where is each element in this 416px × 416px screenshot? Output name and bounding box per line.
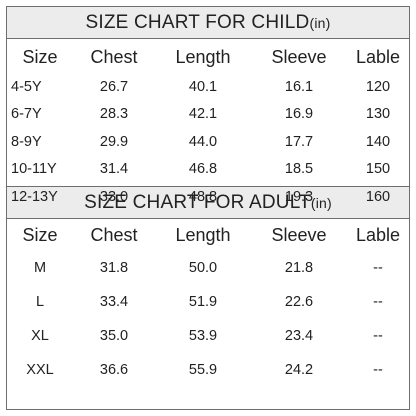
child-cell-sleeve: 16.9 <box>284 106 314 123</box>
child-header-lable: Lable <box>355 46 401 67</box>
child-cell-lable: 120 <box>365 78 391 95</box>
child-cell-chest: 28.3 <box>99 106 129 123</box>
adult-chart-title: SIZE CHART FOR ADULT (in) <box>7 187 409 219</box>
child-cell-chest: 26.7 <box>99 78 129 95</box>
child-cell-size: 4-5Y <box>11 78 42 95</box>
adult-cell-size: XXL <box>26 362 54 378</box>
adult-title-unit: (in) <box>310 194 332 211</box>
adult-cell-sleeve: 21.8 <box>284 260 314 276</box>
adult-cell-lable: -- <box>373 328 383 344</box>
adult-cell-lable: -- <box>373 294 383 310</box>
table-row: L 33.4 51.9 22.6 -- <box>7 285 409 319</box>
child-header-chest: Chest <box>90 46 138 67</box>
adult-title-text: SIZE CHART FOR ADULT <box>84 191 311 213</box>
adult-cell-sleeve: 24.2 <box>284 362 314 378</box>
child-cell-sleeve: 18.5 <box>284 161 314 178</box>
adult-cell-chest: 33.4 <box>99 294 129 310</box>
adult-cell-length: 50.0 <box>188 260 218 276</box>
child-cell-lable: 130 <box>365 106 391 123</box>
adult-cell-chest: 35.0 <box>99 328 129 344</box>
adult-cell-size: M <box>33 260 47 276</box>
child-title-unit: (in) <box>309 14 331 31</box>
child-cell-size: 12-13Y <box>11 188 58 205</box>
child-cell-length: 40.1 <box>188 78 218 95</box>
child-cell-size: 8-9Y <box>11 133 42 150</box>
adult-cell-chest: 31.8 <box>99 260 129 276</box>
adult-cell-sleeve: 22.6 <box>284 294 314 310</box>
child-cell-length: 46.8 <box>188 161 218 178</box>
child-chart-title: SIZE CHART FOR CHILD (in) <box>7 7 409 39</box>
table-row: 10-11Y 31.4 46.8 18.5 150 <box>7 156 409 184</box>
child-cell-chest: 31.4 <box>99 161 129 178</box>
child-title-text: SIZE CHART FOR CHILD <box>85 11 310 33</box>
child-cell-length: 44.0 <box>188 133 218 150</box>
table-row: 12-13Y 33.0 48.8 19.3 160 <box>7 183 409 211</box>
child-header-row: Size Chest Length Sleeve Lable <box>7 41 409 73</box>
child-header-sleeve: Sleeve <box>271 46 327 67</box>
child-cell-sleeve: 19.3 <box>284 188 314 205</box>
child-cell-length: 48.8 <box>188 188 218 205</box>
adult-header-lable: Lable <box>355 224 401 245</box>
table-row: 4-5Y 26.7 40.1 16.1 120 <box>7 73 409 101</box>
child-cell-lable: 160 <box>365 188 391 205</box>
table-row: 8-9Y 29.9 44.0 17.7 140 <box>7 128 409 156</box>
child-header-length: Length <box>175 46 231 67</box>
child-cell-lable: 140 <box>365 133 391 150</box>
table-row: XXL 36.6 55.9 24.2 -- <box>7 353 409 387</box>
adult-header-size: Size <box>22 224 58 245</box>
adult-cell-size: XL <box>31 328 49 344</box>
child-cell-size: 6-7Y <box>11 106 42 123</box>
child-cell-chest: 33.0 <box>99 188 129 205</box>
child-header-size: Size <box>22 46 58 67</box>
child-cell-sleeve: 17.7 <box>284 133 314 150</box>
adult-cell-length: 55.9 <box>188 362 218 378</box>
adult-cell-size: L <box>35 294 45 310</box>
adult-header-sleeve: Sleeve <box>271 224 327 245</box>
adult-cell-length: 53.9 <box>188 328 218 344</box>
adult-header-length: Length <box>175 224 231 245</box>
child-cell-length: 42.1 <box>188 106 218 123</box>
adult-cell-length: 51.9 <box>188 294 218 310</box>
table-row: M 31.8 50.0 21.8 -- <box>7 251 409 285</box>
adult-cell-sleeve: 23.4 <box>284 328 314 344</box>
child-cell-chest: 29.9 <box>99 133 129 150</box>
table-row: XL 35.0 53.9 23.4 -- <box>7 319 409 353</box>
child-size-table: Size Chest Length Sleeve Lable 4-5Y 26.7 40.1 16… <box>7 41 409 205</box>
adult-cell-chest: 36.6 <box>99 362 129 378</box>
adult-cell-lable: -- <box>373 362 383 378</box>
adult-header-chest: Chest <box>90 224 138 245</box>
child-cell-sleeve: 16.1 <box>284 78 314 95</box>
child-cell-lable: 150 <box>365 161 391 178</box>
table-row: 6-7Y 28.3 42.1 16.9 130 <box>7 101 409 129</box>
size-chart: SIZE CHART FOR CHILD (in) Size Chest Length… <box>6 6 410 410</box>
adult-cell-lable: -- <box>373 260 383 276</box>
adult-size-table: Size Chest Length Sleeve Lable M 31.8 50.0 21.8 -… <box>7 219 409 408</box>
adult-header-row: Size Chest Length Sleeve Lable <box>7 219 409 251</box>
child-cell-size: 10-11Y <box>11 161 57 178</box>
